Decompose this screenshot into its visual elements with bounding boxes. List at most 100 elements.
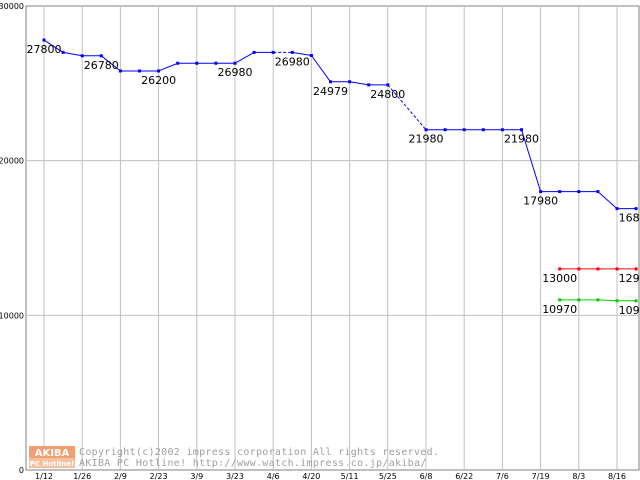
copyright-line-1: Copyright(c)2002 impress corporation All… xyxy=(79,447,439,458)
data-point xyxy=(195,61,199,65)
y-axis-ticks: 0 10000 20000 30000 xyxy=(0,2,24,475)
data-point xyxy=(596,298,600,302)
data-label: 26980 xyxy=(218,66,253,79)
data-point xyxy=(61,50,65,54)
series-segment xyxy=(521,129,542,192)
x-tick-label: 2/9 xyxy=(114,472,127,480)
data-point xyxy=(596,267,600,271)
data-label: 16800 xyxy=(619,212,640,225)
data-point xyxy=(615,267,619,271)
series-segment xyxy=(349,81,369,86)
watermark: AKIBA PC Hotline! Copyright(c)2002 impre… xyxy=(29,446,439,469)
data-label: 24800 xyxy=(370,88,405,101)
x-tick-label: 5/25 xyxy=(379,472,397,480)
data-label: 12970 xyxy=(619,272,640,285)
x-tick-label: 2/23 xyxy=(150,472,168,480)
x-tick-label: 8/3 xyxy=(572,472,585,480)
data-label: 27800 xyxy=(27,43,62,56)
series-segment xyxy=(597,299,618,302)
plot-frame xyxy=(25,5,640,471)
data-point xyxy=(348,80,352,84)
data-label: 24979 xyxy=(313,85,348,98)
x-tick-label: 7/19 xyxy=(532,472,550,480)
data-point xyxy=(577,190,581,194)
data-label: 26980 xyxy=(275,55,310,68)
data-point xyxy=(634,299,638,303)
logo-bottom-text: PC Hotline! xyxy=(30,460,74,468)
data-point xyxy=(481,128,485,132)
data-point xyxy=(462,128,466,132)
data-point xyxy=(367,83,371,87)
x-axis-ticks: 1/12 1/26 2/9 2/23 3/9 3/23 4/6 4/20 5/11 5/25 6/8… xyxy=(35,472,626,480)
data-label: 21980 xyxy=(504,133,539,146)
x-tick-label: 3/9 xyxy=(190,472,203,480)
data-point xyxy=(214,61,218,65)
data-labels: 27800 26780 26200 26980 26980 24979 24800 21980… xyxy=(27,43,640,317)
data-point xyxy=(233,61,237,65)
x-tick-label: 8/16 xyxy=(608,472,626,480)
data-point xyxy=(309,53,313,57)
data-point xyxy=(290,50,294,54)
series-segment xyxy=(63,51,83,57)
y-tick-label: 20000 xyxy=(0,157,24,166)
y-tick-label: 30000 xyxy=(0,2,24,11)
x-tick-label: 3/23 xyxy=(226,472,244,480)
series-segment xyxy=(234,51,255,64)
data-point xyxy=(271,50,275,54)
data-point xyxy=(500,128,504,132)
data-point xyxy=(577,267,581,271)
x-tick-label: 4/20 xyxy=(302,472,320,480)
data-point xyxy=(634,207,638,211)
data-point xyxy=(558,267,562,271)
series-segment xyxy=(100,55,121,72)
series-segment xyxy=(43,39,64,53)
series-segment xyxy=(292,51,312,56)
data-point xyxy=(558,298,562,302)
akiba-logo: AKIBA PC Hotline! xyxy=(29,446,75,468)
data-point xyxy=(252,50,256,54)
data-point xyxy=(577,298,581,302)
data-point xyxy=(157,69,161,73)
data-point xyxy=(118,69,122,73)
y-tick-label: 10000 xyxy=(0,311,24,320)
data-label: 21980 xyxy=(409,133,444,146)
copyright-line-2: AKIBA PC Hotline! http://www.watch.impre… xyxy=(79,458,427,469)
data-point xyxy=(424,128,428,132)
data-point xyxy=(42,38,46,42)
series-segment xyxy=(597,191,618,209)
series-segment xyxy=(310,55,331,83)
x-tick-label: 1/12 xyxy=(35,472,53,480)
data-label: 17980 xyxy=(523,195,558,208)
data-point xyxy=(329,80,332,84)
x-tick-label: 4/6 xyxy=(267,472,280,480)
data-point xyxy=(615,207,619,211)
data-label: 13000 xyxy=(542,272,577,285)
data-point xyxy=(596,190,600,194)
x-tick-label: 6/8 xyxy=(420,472,433,480)
data-point xyxy=(615,299,619,303)
x-tick-label: 5/11 xyxy=(341,472,359,480)
data-label: 10970 xyxy=(542,303,577,316)
data-point xyxy=(443,128,447,132)
y-tick-label: 0 xyxy=(19,466,24,475)
x-tick-label: 6/22 xyxy=(455,472,473,480)
x-tick-label: 7/6 xyxy=(496,472,509,480)
grid xyxy=(25,5,640,471)
data-point xyxy=(520,128,523,132)
data-point xyxy=(634,267,638,271)
series-segment xyxy=(158,62,178,72)
data-point xyxy=(558,190,562,194)
data-label: 10940 xyxy=(619,304,640,317)
data-point xyxy=(99,54,103,58)
data-point xyxy=(386,83,390,87)
data-label: 26200 xyxy=(141,74,176,87)
data-point xyxy=(539,190,543,194)
series-lines xyxy=(42,38,638,303)
data-point xyxy=(138,69,141,73)
x-tick-label: 1/26 xyxy=(73,472,91,480)
data-point xyxy=(80,54,84,58)
logo-top-text: AKIBA xyxy=(35,448,70,459)
data-label: 26780 xyxy=(84,59,119,72)
data-point xyxy=(176,61,180,65)
